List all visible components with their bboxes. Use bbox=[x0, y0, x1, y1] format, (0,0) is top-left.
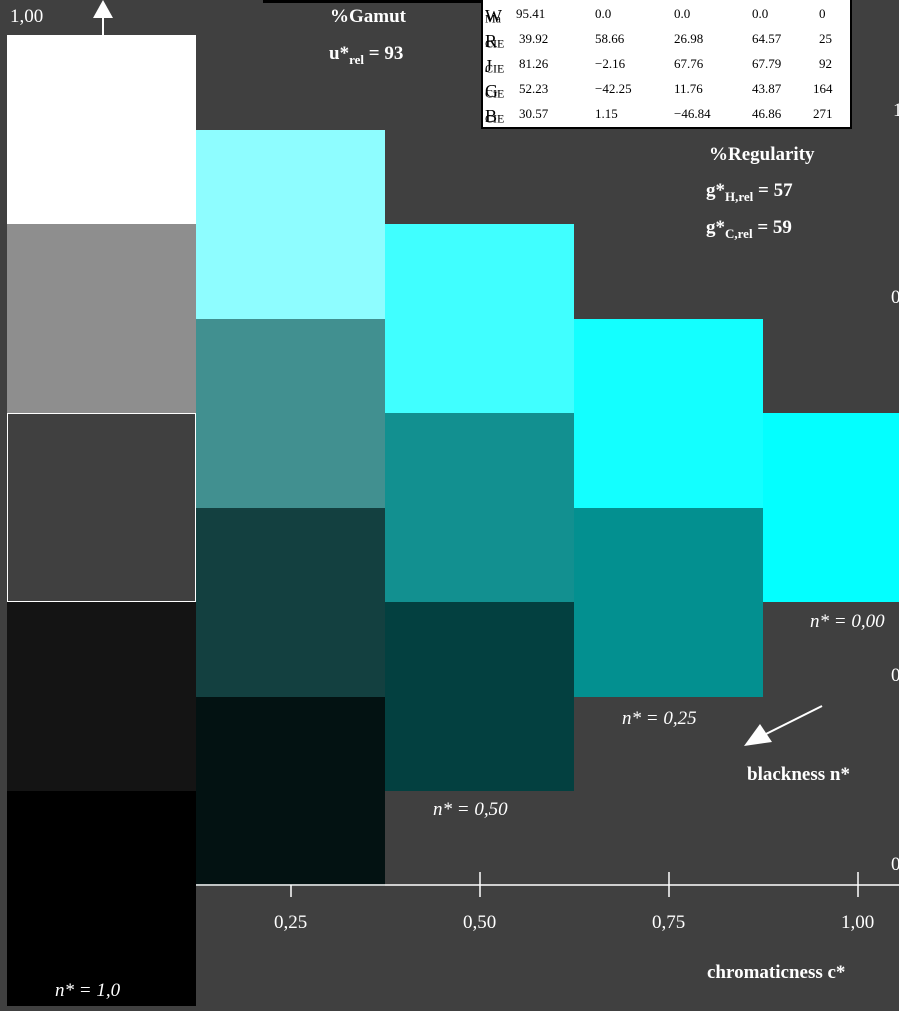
color-swatch bbox=[196, 318, 385, 508]
right-edge-label: 0 bbox=[891, 287, 899, 308]
n-label-000: n* = 0,00 bbox=[810, 611, 885, 632]
color-swatch bbox=[7, 791, 196, 1006]
color-swatch bbox=[196, 129, 385, 319]
top-black-bar bbox=[263, 0, 481, 3]
x-tick-075: 0,75 bbox=[652, 912, 686, 933]
vertical-axis-arrow bbox=[93, 0, 113, 36]
right-edge-label: 0 bbox=[891, 854, 899, 875]
n-label-025: n* = 0,25 bbox=[622, 708, 697, 729]
regularity-hue-metric: g*H,rel = 57 bbox=[706, 180, 793, 204]
right-edge-label: 0 bbox=[891, 665, 899, 686]
gamut-title: %Gamut bbox=[330, 6, 406, 27]
gamut-metric: u*rel = 93 bbox=[329, 43, 404, 67]
table-row: R CIE 39.92 58.66 26.98 64.57 25 bbox=[485, 31, 832, 51]
top-value-label: 1,00 bbox=[10, 6, 44, 27]
table-row: W Ma 95.41 0.0 0.0 0.0 0 bbox=[485, 6, 826, 26]
x-tick-050: 0,50 bbox=[463, 912, 497, 933]
color-swatch bbox=[385, 602, 574, 791]
x-axis-label: chromaticness c* bbox=[707, 962, 846, 983]
color-swatch bbox=[763, 413, 899, 602]
color-swatch bbox=[196, 507, 385, 697]
table-row: G CIE 52.23 −42.25 11.76 43.87 164 bbox=[485, 81, 833, 101]
x-tick-100: 1,00 bbox=[841, 912, 875, 933]
highlight-frame bbox=[7, 413, 196, 602]
color-swatch bbox=[385, 413, 574, 602]
blackness-arrow bbox=[744, 705, 823, 746]
right-edge-label: 1 bbox=[893, 100, 899, 121]
blackness-label: blackness n* bbox=[747, 764, 850, 785]
color-swatch bbox=[196, 696, 385, 886]
table-row: B CIE 30.57 1.15 −46.84 46.86 271 bbox=[485, 106, 833, 126]
color-swatch bbox=[7, 224, 196, 413]
n-label-100: n* = 1,0 bbox=[55, 980, 121, 1001]
color-swatch bbox=[7, 602, 196, 791]
color-swatch bbox=[385, 224, 574, 413]
chromaticness-axis bbox=[196, 872, 899, 897]
n-label-050: n* = 0,50 bbox=[433, 799, 508, 820]
color-swatch bbox=[574, 318, 763, 508]
color-swatch bbox=[7, 35, 196, 224]
x-tick-025: 0,25 bbox=[274, 912, 308, 933]
regularity-title: %Regularity bbox=[709, 144, 815, 165]
color-swatch bbox=[574, 507, 763, 697]
regularity-chroma-metric: g*C,rel = 59 bbox=[706, 217, 792, 241]
table-row: J CIE 81.26 −2.16 67.76 67.79 92 bbox=[485, 56, 832, 76]
colorimetric-table: W Ma 95.41 0.0 0.0 0.0 0 R CIE 39.92 58.66… bbox=[481, 0, 852, 129]
color-swatch bbox=[7, 413, 196, 602]
